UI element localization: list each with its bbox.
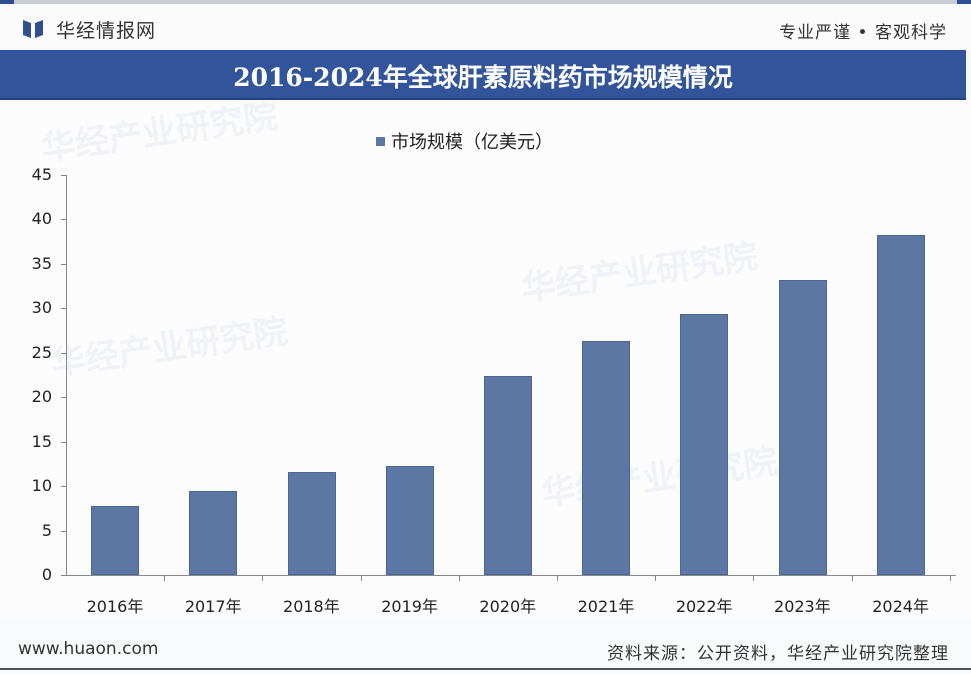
y-tick-label: 5 — [41, 520, 52, 540]
y-tick — [61, 441, 66, 443]
x-tick-label: 2019年 — [381, 597, 438, 616]
x-tick-label: 2018年 — [283, 597, 340, 616]
y-tick — [61, 175, 66, 176]
brand-name: 华经情报网 — [56, 20, 157, 42]
y-tick-label: 0 — [41, 565, 52, 584]
y-tick — [61, 575, 66, 576]
bar-2024年 — [876, 235, 925, 575]
x-tick — [753, 575, 755, 581]
x-tick — [851, 575, 853, 581]
chart-title: 2016-2024年全球肝素原料药市场规模情况 — [233, 63, 733, 92]
source-note: 资料来源：公开资料，华经产业研究院整理 — [607, 644, 949, 664]
legend-swatch — [376, 136, 385, 146]
footer-divider — [0, 668, 971, 670]
y-tick — [61, 308, 66, 310]
y-tick-label: 35 — [31, 253, 52, 273]
bar-2019年 — [385, 465, 434, 575]
bar-2020年 — [483, 375, 532, 575]
x-tick — [262, 575, 264, 581]
footer: www.huaon.com 资料来源：公开资料，华经产业研究院整理 — [0, 622, 971, 674]
x-tick-label: 2017年 — [184, 597, 242, 616]
title-bar: 2016-2024年全球肝素原料药市场规模情况 — [0, 50, 966, 100]
y-tick-label: 20 — [31, 387, 52, 407]
y-tick-label: 25 — [31, 342, 52, 362]
x-tick — [949, 575, 951, 581]
x-tick — [557, 575, 558, 581]
header: 华经情报网 专业严谨 • 客观科学 — [0, 4, 971, 50]
bar-2017年 — [189, 490, 238, 575]
x-tick-label: 2020年 — [479, 597, 537, 616]
y-tick-label: 10 — [31, 476, 52, 496]
bar-2016年 — [91, 505, 140, 575]
top-accent-left — [0, 0, 14, 4]
slogan: 专业严谨 • 客观科学 — [779, 23, 947, 43]
book-logo-icon — [23, 20, 43, 38]
y-tick — [61, 219, 66, 221]
y-axis — [66, 175, 67, 576]
top-accent-right — [957, 0, 971, 4]
y-tick-label: 40 — [31, 209, 52, 229]
legend-label: 市场规模（亿美元） — [391, 132, 553, 153]
bar-2021年 — [582, 341, 631, 575]
y-tick-label: 30 — [31, 298, 52, 318]
legend: 市场规模（亿美元） — [376, 128, 553, 154]
x-tick — [458, 575, 460, 581]
x-tick-label: 2023年 — [774, 597, 831, 616]
y-tick-label: 15 — [31, 431, 52, 451]
top-border — [0, 0, 971, 4]
bar-2023年 — [778, 279, 827, 575]
x-tick-label: 2021年 — [577, 597, 635, 616]
x-tick-label: 2016年 — [86, 597, 144, 616]
y-tick — [61, 352, 66, 354]
bar-2022年 — [680, 313, 729, 575]
x-tick-label: 2022年 — [675, 597, 733, 616]
x-tick — [164, 575, 166, 581]
bar-2018年 — [287, 471, 336, 575]
y-tick — [61, 263, 66, 265]
x-tick — [360, 575, 362, 581]
x-axis — [66, 575, 956, 576]
y-tick — [61, 486, 66, 488]
y-tick-label: 45 — [31, 165, 52, 184]
x-tick — [655, 575, 657, 581]
x-tick-label: 2024年 — [872, 597, 929, 616]
y-tick — [61, 397, 66, 399]
y-tick — [61, 530, 66, 532]
site-url: www.huaon.com — [18, 639, 159, 659]
